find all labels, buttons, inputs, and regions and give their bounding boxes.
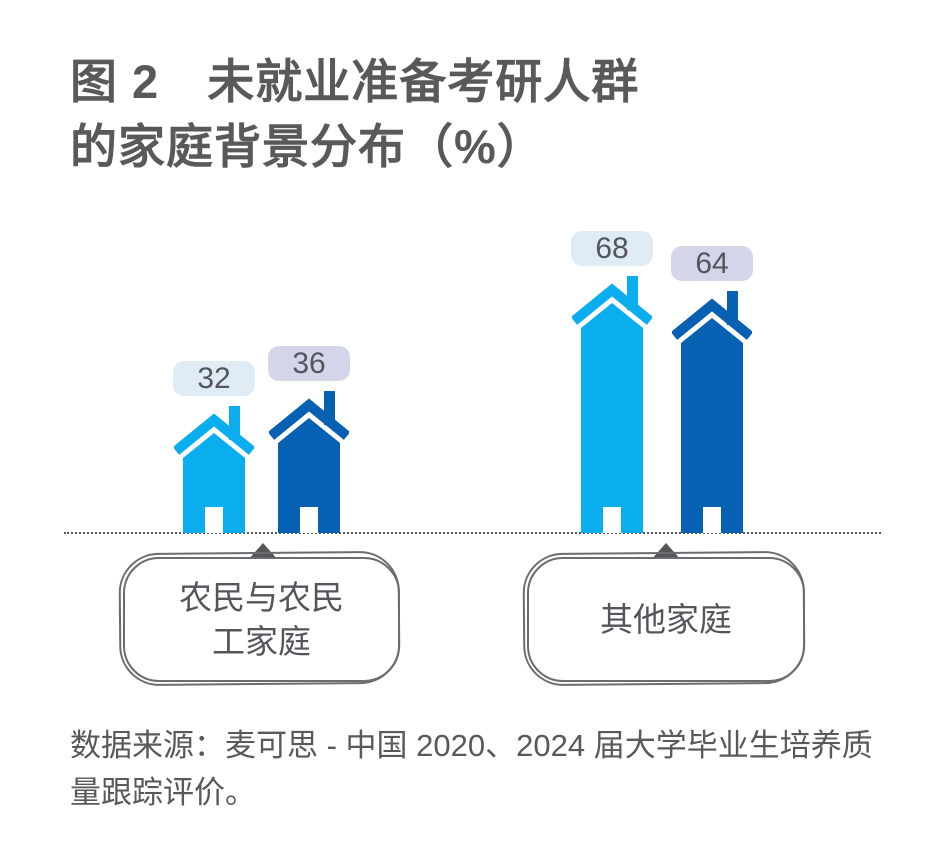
figure-title-line2: 的家庭背景分布（%） [70,119,545,173]
category-label-line: 农民与农民 [179,578,344,616]
category-label-box-other-families: 其他家庭 [527,557,805,682]
value-badge: 64 [671,246,753,281]
data-source-note: 数据来源：麦可思 - 中国 2020、2024 届大学毕业生培养质量跟踪评价。 [70,728,873,811]
house-bar-icon [269,391,349,533]
house-bar-icon [174,406,254,533]
category-label-line: 其他家庭 [600,600,732,638]
figure-title: 图 2 未就业准备考研人群 的家庭背景分布（%） [70,50,890,180]
value-badge: 68 [571,231,653,266]
chart-baseline [64,532,881,534]
house-bar-icon [572,276,652,533]
category-label-line: 工家庭 [212,622,311,660]
value-badge: 32 [173,361,255,396]
house-bar-icon [672,291,752,533]
figure-title-line1: 图 2 未就业准备考研人群 [70,55,640,108]
value-badge: 36 [268,346,350,381]
category-label-box-farmer-families: 农民与农民 工家庭 [123,557,400,682]
